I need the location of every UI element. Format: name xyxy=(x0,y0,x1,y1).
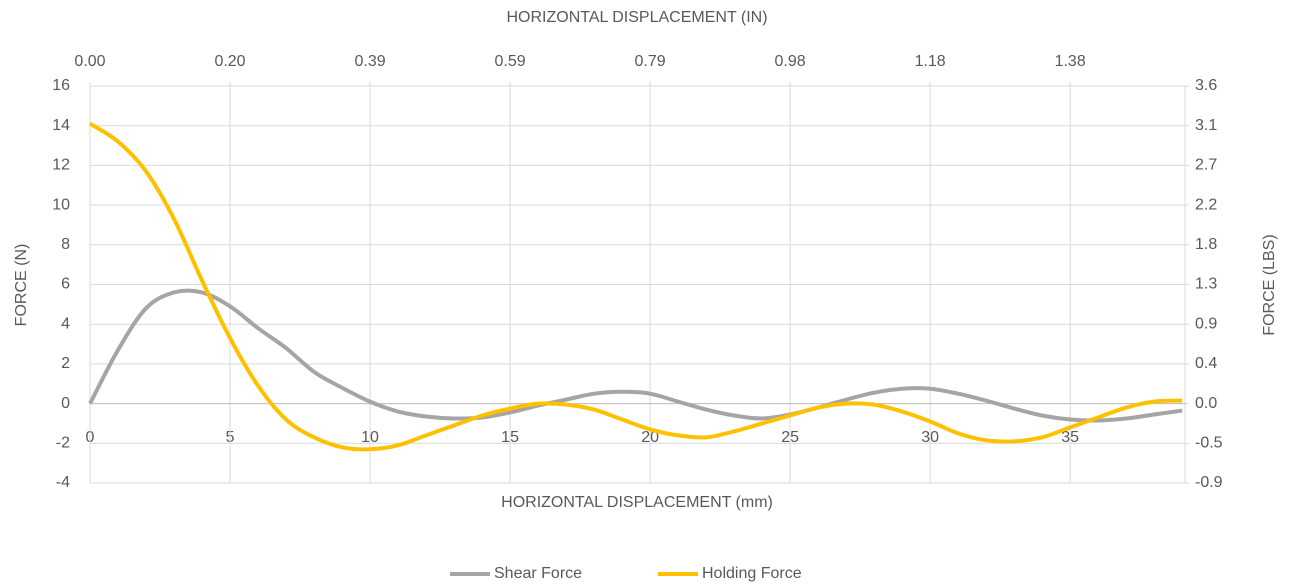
y-tick-label: 4 xyxy=(61,315,70,332)
y-tick-label: 2 xyxy=(61,355,70,372)
y-tick-label: 10 xyxy=(52,196,70,213)
y2-tick-label: 3.1 xyxy=(1195,117,1217,134)
y2-tick-label: 2.7 xyxy=(1195,157,1217,174)
y-tick-label: 16 xyxy=(52,77,70,94)
y2-tick-label: 0.4 xyxy=(1195,355,1217,372)
x2-tick-label: 0.39 xyxy=(354,53,385,70)
y2-tick-label: 1.3 xyxy=(1195,276,1217,293)
y-tick-label: 0 xyxy=(61,395,70,412)
y2-tick-label: 3.6 xyxy=(1195,77,1217,94)
y2-tick-label: 0.9 xyxy=(1195,315,1217,332)
legend-label: Shear Force xyxy=(494,565,582,582)
y-tick-label: 8 xyxy=(61,236,70,253)
x2-tick-label: 0.59 xyxy=(494,53,525,70)
line-series xyxy=(88,122,1183,452)
y-tick-label: 14 xyxy=(52,117,70,134)
y-axis-title: FORCE (N) xyxy=(13,244,30,327)
y-tick-label: -2 xyxy=(56,435,70,452)
legend-label: Holding Force xyxy=(702,565,802,582)
x2-axis-title: HORIZONTAL DISPLACEMENT (IN) xyxy=(506,9,767,26)
y2-tick-label: -0.9 xyxy=(1195,474,1223,491)
y2-tick-label: 2.2 xyxy=(1195,196,1217,213)
y2-axis-title: FORCE (LBS) xyxy=(1261,234,1278,335)
x2-tick-label: 0.79 xyxy=(635,53,666,70)
y-tick-label: 12 xyxy=(52,157,70,174)
y-tick-label: -4 xyxy=(56,474,70,491)
x2-tick-label: 0.00 xyxy=(74,53,105,70)
x2-tick-label: 1.38 xyxy=(1055,53,1086,70)
y-tick-label: 6 xyxy=(61,276,70,293)
y2-tick-label: 0.0 xyxy=(1195,395,1217,412)
x2-tick-label: 0.98 xyxy=(775,53,806,70)
line-series xyxy=(88,288,1183,423)
y2-tick-label: -0.5 xyxy=(1195,435,1223,452)
x-axis-title: HORIZONTAL DISPLACEMENT (mm) xyxy=(501,494,773,511)
y2-tick-label: 1.8 xyxy=(1195,236,1217,253)
x2-tick-label: 0.20 xyxy=(214,53,245,70)
x2-tick-label: 1.18 xyxy=(915,53,946,70)
